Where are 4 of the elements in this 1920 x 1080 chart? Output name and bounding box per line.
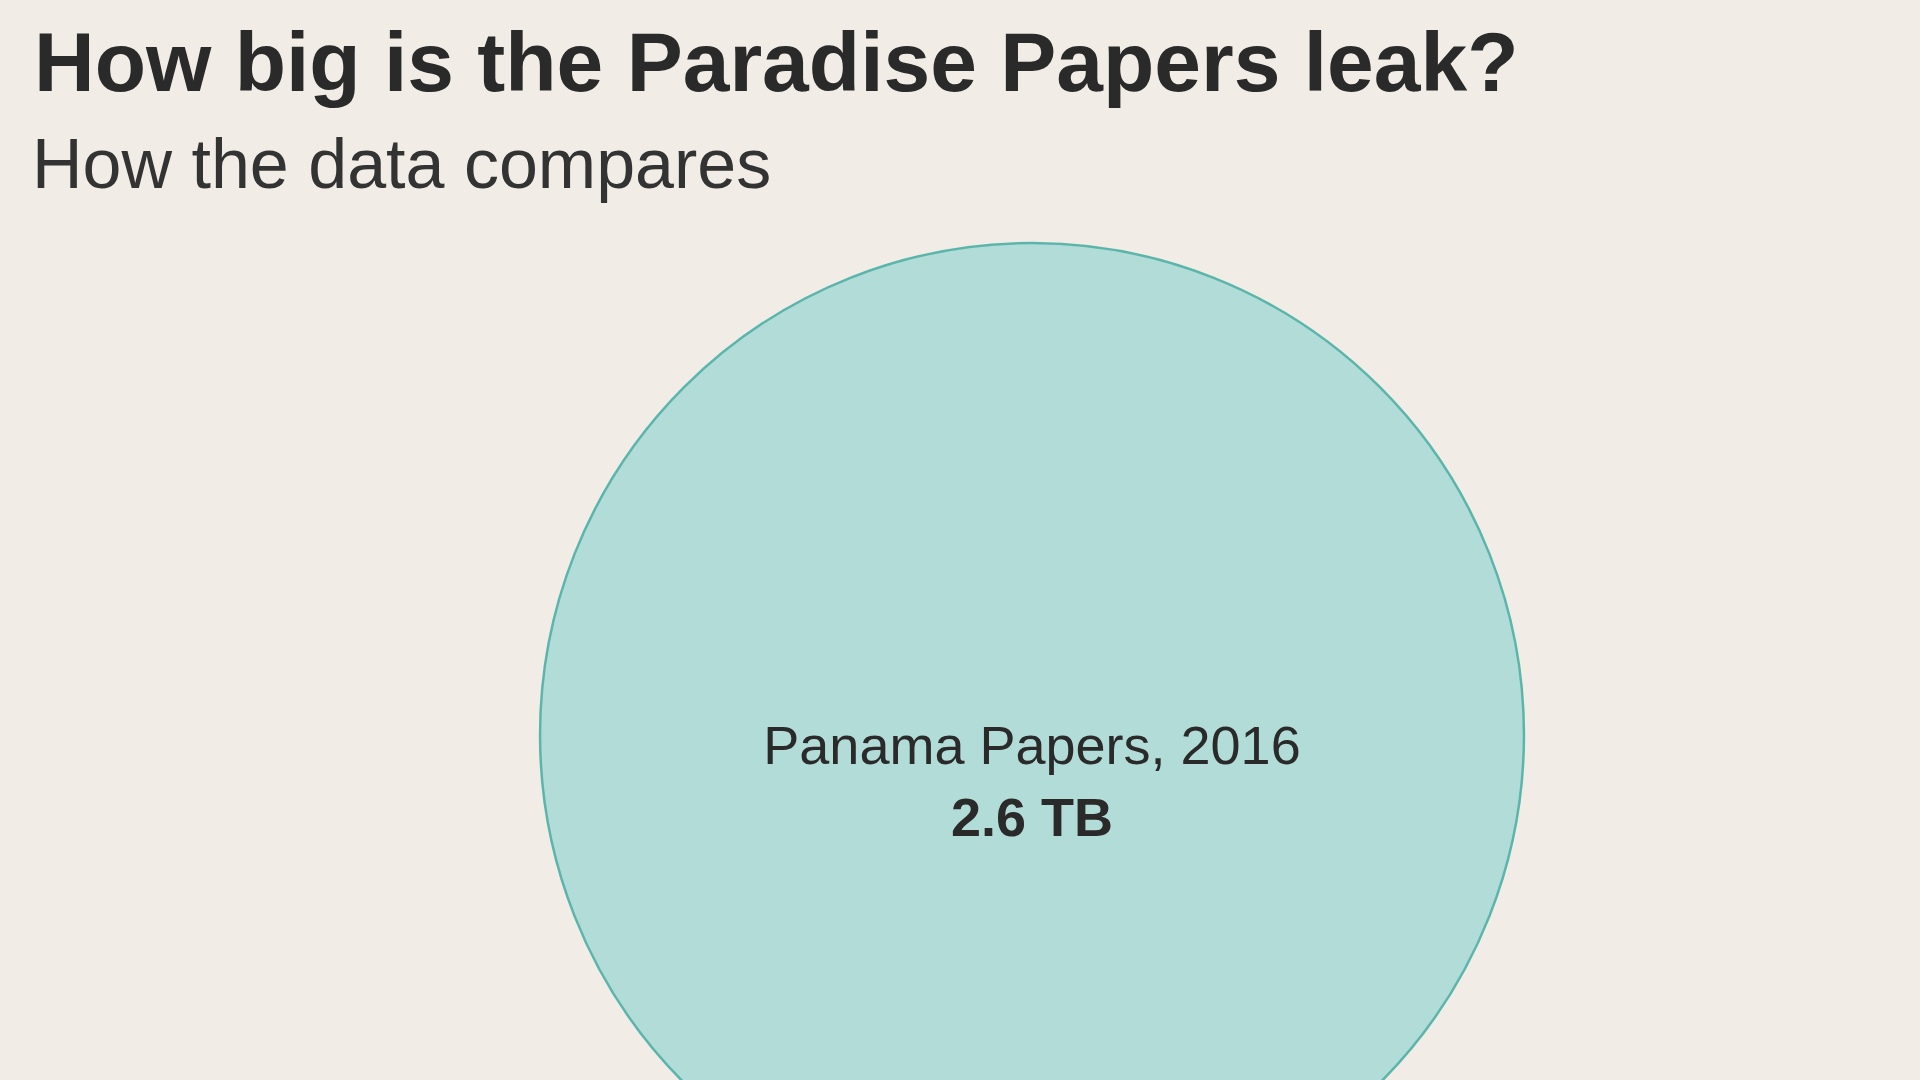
text: How the data compares — [32, 124, 772, 204]
text: How big is the Paradise Papers leak? — [34, 14, 1519, 111]
category-label: Panama Papers, 2016 — [762, 714, 1302, 777]
data-label: 2.6 TB — [949, 786, 1115, 849]
